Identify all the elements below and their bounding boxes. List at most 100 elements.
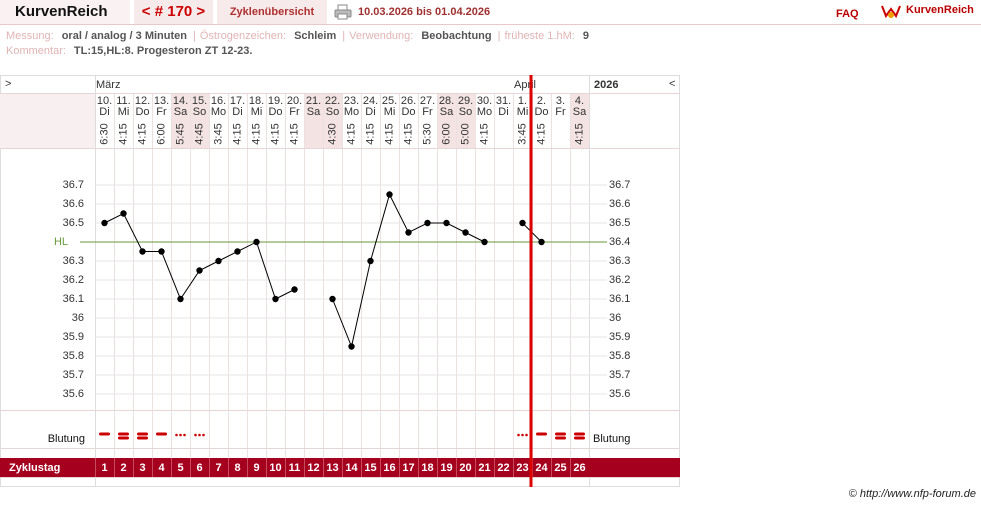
weekday-label: So (193, 106, 206, 118)
day-label: 26. (401, 95, 416, 107)
bleeding-spot (202, 433, 205, 437)
weekday-label: Mi (118, 106, 130, 118)
day-label: 14. (173, 95, 188, 107)
bleeding-dash (536, 432, 547, 436)
y-tick-label: 36.3 (63, 255, 84, 267)
info-block: Messung: oral / analog / 3 Minuten | Östrog… (6, 29, 591, 59)
day-label: 23. (344, 95, 359, 107)
day-label: 31. (496, 95, 511, 107)
weekday-label: Sa (307, 106, 321, 118)
temperature-point (329, 295, 336, 303)
separator: | (193, 30, 196, 42)
cycle-day: 24 (535, 462, 548, 474)
cycle-day: 9 (253, 462, 259, 474)
overview-tab[interactable]: Zyklenübersicht (217, 0, 327, 24)
y2-tick-label: 36.6 (609, 198, 630, 210)
header: KurvenReich < # 170 > Zyklenübersicht 10… (0, 0, 981, 25)
time-label: 3:45 (212, 123, 224, 144)
time-label: 5:45 (174, 123, 186, 144)
print-icon[interactable] (334, 4, 352, 20)
time-label: 4:15 (269, 123, 281, 144)
weekday-label: Mo (477, 106, 492, 118)
weekday-label: Di (365, 106, 375, 118)
y2-tick-label: 36.1 (609, 293, 630, 305)
weekday-label: Do (534, 106, 548, 118)
cycle-day: 4 (158, 462, 165, 474)
temperature-point (443, 219, 450, 227)
info-value: oral / analog / 3 Minuten (61, 30, 187, 42)
faq-link[interactable]: FAQ (836, 8, 859, 20)
temperature-point (215, 257, 222, 265)
day-label: 20. (287, 95, 302, 107)
time-label: 4:15 (383, 123, 395, 144)
y2-tick-label: 35.7 (609, 369, 630, 381)
cycle-day: 7 (215, 462, 221, 474)
temperature-point (481, 238, 488, 246)
day-label: 13. (154, 95, 169, 107)
time-label: 4:15 (364, 123, 376, 144)
month-label: April (514, 79, 536, 91)
day-label: 28. (439, 95, 454, 107)
y2-tick-label: 36.4 (609, 236, 630, 248)
y-tick-label: 36 (72, 312, 84, 324)
cycle-day: 12 (307, 462, 319, 474)
cycle-day: 6 (196, 462, 202, 474)
day-label: 22. (325, 95, 340, 107)
left-panel (0, 93, 95, 148)
logo[interactable]: KurvenReich (906, 4, 974, 16)
time-label: 4:15 (402, 123, 414, 144)
time-label: 4:30 (326, 123, 338, 144)
day-label: 30. (477, 95, 492, 107)
temperature-point (386, 191, 393, 198)
temperature-point (120, 210, 127, 217)
day-label: 25. (382, 95, 397, 107)
brand: KurvenReich (0, 0, 130, 24)
cycle-day: 21 (478, 462, 490, 474)
cycle-day: 10 (269, 462, 281, 474)
y-tick-label: 36.7 (63, 179, 84, 191)
temperature-point (196, 267, 203, 274)
separator: | (342, 30, 346, 42)
weekday-label: So (326, 106, 339, 118)
time-label: 4:15 (250, 123, 262, 144)
nav-left: > (5, 78, 11, 90)
time-label: 4:15 (573, 123, 585, 144)
weekday-label: So (459, 106, 472, 118)
info-label: früheste 1.hM: (504, 30, 575, 42)
separator: | (497, 30, 501, 42)
day-label: 17. (230, 95, 245, 107)
bleeding-dash (574, 432, 585, 436)
cycle-day: 17 (402, 462, 414, 474)
bleeding-dash (574, 436, 585, 440)
bleeding-spot (175, 433, 178, 437)
weekday-label: Fr (156, 106, 167, 118)
cycle-nav[interactable]: < # 170 > (134, 0, 213, 24)
month-label: März (96, 79, 120, 91)
footer: © http://www.nfp-forum.de (848, 488, 976, 500)
cycle-day: 25 (554, 462, 566, 474)
weekday-label: Di (99, 106, 109, 118)
day-label: 24. (363, 95, 378, 107)
time-label: 5:00 (459, 123, 471, 144)
weekday-label: Mi (384, 106, 396, 118)
weekday-label: Fr (555, 106, 566, 118)
bleeding-dash (118, 436, 129, 440)
y-tick-label: 36.1 (63, 293, 84, 305)
comment: TL:15,HL:8. Progesteron ZT 12-23. (73, 45, 253, 57)
time-label: 5:30 (421, 123, 433, 144)
weekday-label: Sa (573, 106, 587, 118)
weekend-shade (171, 93, 190, 148)
temperature-point (424, 219, 431, 227)
cycle-day: 8 (234, 462, 240, 474)
weekday-label: Di (498, 106, 508, 118)
y-tick-label: 35.9 (63, 331, 84, 343)
cycle-day: 5 (177, 462, 183, 474)
bleeding-spot (521, 433, 524, 437)
bleeding-dash (156, 432, 167, 436)
nav-right: < (669, 78, 675, 90)
temperature-point (367, 257, 374, 265)
weekday-label: Do (401, 106, 415, 118)
day-label: 18. (249, 95, 264, 107)
bleeding-dash (99, 432, 110, 436)
comment-label: Kommentar: (6, 45, 66, 57)
